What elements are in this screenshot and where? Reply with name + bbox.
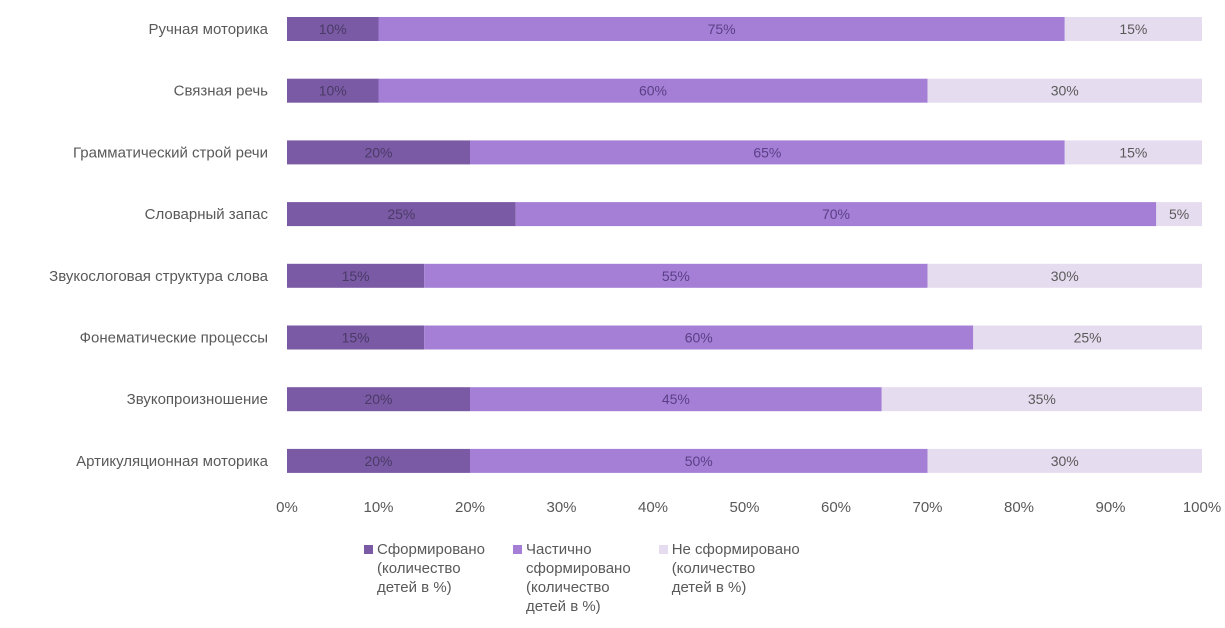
legend-label-formed: Сформировано (количество детей в %) <box>377 541 486 596</box>
category-label: Ручная моторика <box>148 21 268 38</box>
data-label: 75% <box>708 21 736 37</box>
data-label: 20% <box>364 144 392 160</box>
data-label: 25% <box>1074 330 1102 346</box>
bar-segment <box>1064 17 1202 41</box>
legend-swatch-not-formed <box>658 545 668 554</box>
data-label: 50% <box>685 453 713 469</box>
data-label: 65% <box>753 144 781 160</box>
data-label: 35% <box>1028 391 1056 407</box>
x-tick-label: 90% <box>1095 499 1125 516</box>
bar-segment <box>287 325 425 350</box>
bar-segment <box>378 78 928 103</box>
x-tick-label: 50% <box>729 499 759 516</box>
bar-segment <box>973 325 1202 350</box>
data-label: 15% <box>1119 144 1147 160</box>
category-label: Артикуляционная моторика <box>76 453 269 470</box>
bar-segment <box>927 263 1202 288</box>
data-label: 15% <box>342 268 370 284</box>
data-label: 25% <box>387 206 415 222</box>
bar-segment <box>287 448 470 473</box>
data-label: 30% <box>1051 453 1079 469</box>
data-label: 55% <box>662 268 690 284</box>
x-tick-label: 80% <box>1004 499 1034 516</box>
category-label: Грамматический строй речи <box>73 144 268 161</box>
x-axis-tick-labels: 0% 10% 20% 30% 40% 50% 60% 70% 80% 90% 100% <box>276 499 1221 516</box>
data-label: 30% <box>1051 83 1079 99</box>
category-label: Звукослоговая структура слова <box>49 268 269 285</box>
data-label: 5% <box>1169 206 1189 222</box>
bar-segment <box>927 78 1202 103</box>
bar-segment <box>1064 140 1202 165</box>
data-label: 15% <box>1119 21 1147 37</box>
legend-label-partially-formed: Частично сформировано (количество детей … <box>526 541 631 615</box>
x-tick-label: 0% <box>276 499 298 516</box>
bar-segment <box>515 202 1157 227</box>
data-label: 60% <box>685 330 713 346</box>
category-labels: Ручная моторика Связная речь Грамматически… <box>49 21 269 470</box>
legend-swatch-formed <box>364 545 373 554</box>
x-tick-label: 40% <box>638 499 668 516</box>
bar-segment <box>287 17 379 41</box>
bar-segment <box>470 140 1065 165</box>
legend-item-partially-formed: Частично сформировано (количество детей … <box>513 540 631 616</box>
legend-item-formed: Сформировано (количество детей в %) <box>364 540 485 616</box>
x-tick-label: 10% <box>363 499 393 516</box>
data-label: 20% <box>364 391 392 407</box>
bar-segment <box>424 325 974 350</box>
category-label: Звукопроизношение <box>127 391 268 408</box>
category-label: Словарный запас <box>145 206 269 223</box>
category-label: Фонематические процессы <box>80 330 268 347</box>
bar-segment <box>470 387 882 412</box>
data-label: 10% <box>319 83 347 99</box>
bars-group: 10% 75% 15% 10% 60% 30% 20% 65% 15% 25% 70% 5% 15% 55… <box>287 17 1202 473</box>
data-label: 10% <box>319 21 347 37</box>
bar-segment <box>927 448 1202 473</box>
x-tick-label: 30% <box>546 499 576 516</box>
bar-segment <box>287 387 470 412</box>
bar-segment <box>881 387 1202 412</box>
bar-segment <box>287 263 425 288</box>
stacked-bar-chart: 10% 75% 15% 10% 60% 30% 20% 65% 15% 25% 70% 5% 15% 55… <box>49 17 1221 516</box>
data-label: 60% <box>639 83 667 99</box>
bar-segment <box>470 448 928 473</box>
x-tick-label: 70% <box>912 499 942 516</box>
bar-segment <box>287 78 379 103</box>
data-label: 15% <box>342 330 370 346</box>
legend-item-not-formed: Не сформировано (количество детей в %) <box>658 540 800 616</box>
legend-swatch-partially-formed <box>513 545 523 554</box>
x-tick-label: 60% <box>821 499 851 516</box>
data-label: 20% <box>364 453 392 469</box>
x-tick-label: 20% <box>455 499 485 516</box>
legend: Сформировано (количество детей в %) Част… <box>364 540 800 616</box>
x-tick-label: 100% <box>1183 499 1221 516</box>
category-label: Связная речь <box>174 83 269 100</box>
data-label: 70% <box>822 206 850 222</box>
data-label: 30% <box>1051 268 1079 284</box>
bar-segment <box>1156 202 1202 227</box>
bar-segment <box>378 17 1065 41</box>
legend-label-not-formed: Не сформировано (количество детей в %) <box>671 541 800 596</box>
bar-segment <box>287 140 470 165</box>
bar-segment <box>287 202 516 227</box>
bar-segment <box>424 263 928 288</box>
data-label: 45% <box>662 391 690 407</box>
